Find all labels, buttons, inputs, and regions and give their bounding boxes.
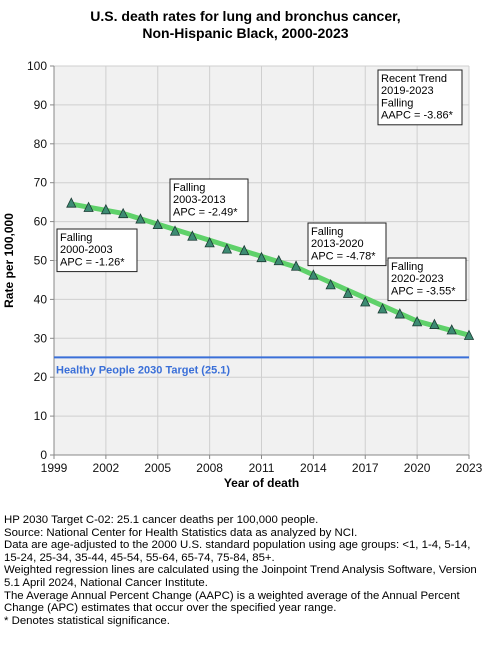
data-point (152, 218, 163, 230)
data-point (360, 296, 371, 307)
trend-annotation-text: APC = -1.26* (60, 256, 125, 268)
data-point (308, 269, 319, 280)
y-tick-label: 40 (34, 292, 48, 306)
trend-annotation-text: APC = -4.78* (311, 250, 376, 262)
y-tick-label: 90 (34, 98, 48, 112)
x-tick-label: 2002 (93, 461, 120, 475)
data-point (411, 315, 423, 327)
data-point (169, 225, 181, 236)
chart-title-block: U.S. death rates for lung and bronchus c… (0, 8, 491, 42)
data-point (342, 287, 354, 298)
data-point (377, 303, 388, 314)
y-tick-label: 80 (34, 137, 48, 151)
x-tick-label: 1999 (41, 461, 68, 475)
trend-annotation-box (56, 228, 138, 273)
x-tick-label: 2014 (300, 461, 327, 475)
data-point (463, 329, 475, 340)
trend-annotation-text: APC = -2.49* (173, 206, 238, 218)
x-tick-label: 2005 (144, 461, 171, 475)
trend-annotation-text: 2019-2023 (381, 85, 434, 97)
trend-annotation-text: Falling (173, 182, 205, 194)
data-point (446, 324, 457, 335)
trend-annotation-text: Falling (311, 226, 343, 238)
x-axis-title: Year of death (224, 476, 299, 490)
chart-title: U.S. death rates for lung and bronchus c… (90, 8, 401, 24)
data-point (100, 203, 112, 215)
x-tick-label: 2023 (456, 461, 483, 475)
y-tick-label: 0 (40, 448, 47, 462)
trend-annotation-text: 2003-2013 (173, 194, 226, 206)
trend-annotation-box (387, 257, 467, 302)
trend-annotation-text: Recent Trend (381, 73, 447, 85)
x-tick-label: 2017 (352, 461, 379, 475)
data-point (135, 213, 146, 224)
chart-subtitle: Non-Hispanic Black, 2000-2023 (142, 25, 349, 41)
y-tick-label: 20 (34, 370, 48, 384)
footnotes: HP 2030 Target C-02: 25.1 cancer deaths … (4, 514, 488, 627)
trend-annotation-text: Falling (60, 232, 92, 244)
data-point (221, 243, 233, 254)
y-tick-label: 10 (34, 409, 48, 423)
trend-annotation-text: 2013-2020 (311, 238, 364, 250)
trend-annotation-box (169, 178, 249, 223)
trend-annotation-text: 2000-2003 (60, 244, 113, 256)
x-tick-label: 2011 (249, 461, 275, 475)
target-label: Healthy People 2030 Target (25.1) (56, 364, 230, 376)
footnote-regression: Weighted regression lines are calculated… (4, 564, 477, 589)
footnote-source: Source: National Center for Health Stati… (4, 526, 358, 539)
data-point (429, 318, 440, 329)
x-tick-label: 2008 (196, 461, 223, 475)
trend-annotation-box (377, 69, 463, 126)
trend-annotation-text: APC = -3.55* (391, 285, 456, 297)
trend-annotation-box (307, 222, 387, 267)
y-tick-label: 50 (34, 254, 48, 268)
data-point (83, 201, 94, 212)
trend-annotation-text: Falling (391, 261, 423, 273)
data-point (204, 236, 215, 248)
data-point (273, 254, 284, 266)
footnote-aapc: The Average Annual Percent Change (AAPC)… (4, 589, 460, 615)
y-tick-label: 60 (34, 215, 48, 229)
trend-annotation-text: 2020-2023 (391, 273, 444, 285)
y-tick-label: 70 (34, 176, 48, 190)
x-tick-label: 2020 (404, 461, 431, 475)
footnote-age-adjustment: Data are age-adjusted to the 2000 U.S. s… (4, 539, 471, 564)
footnote-target: HP 2030 Target C-02: 25.1 cancer deaths … (4, 514, 319, 526)
data-point (187, 230, 198, 241)
data-point (394, 308, 405, 319)
data-point (325, 279, 336, 290)
data-point (239, 244, 250, 256)
data-point (66, 197, 77, 208)
data-point (290, 260, 302, 271)
data-point (256, 251, 267, 263)
trend-annotation-text: Falling (381, 97, 413, 109)
data-point (118, 207, 129, 219)
y-tick-label: 30 (34, 331, 48, 345)
footnote-significance: * Denotes statistical significance. (4, 614, 170, 627)
y-tick-label: 100 (27, 59, 47, 73)
line-chart: 0 10 20 30 40 50 60 70 80 90 100 1999 2002 2005 2008 20… (2, 59, 483, 490)
y-axis-title: Rate per 100,000 (2, 213, 16, 308)
trend-annotation-text: AAPC = -3.86* (381, 110, 454, 122)
